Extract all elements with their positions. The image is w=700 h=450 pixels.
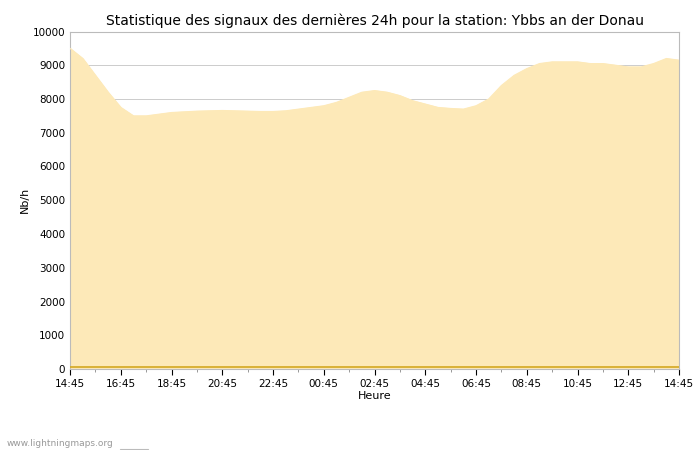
X-axis label: Heure: Heure xyxy=(358,391,391,401)
Y-axis label: Nb/h: Nb/h xyxy=(20,187,29,213)
Title: Statistique des signaux des dernières 24h pour la station: Ybbs an der Donau: Statistique des signaux des dernières 24… xyxy=(106,13,643,27)
Text: www.lightningmaps.org: www.lightningmaps.org xyxy=(7,439,113,448)
Legend: Moyenne des signaux par station, Signaux de Ybbs an der Donau: Moyenne des signaux par station, Signaux… xyxy=(116,445,572,450)
